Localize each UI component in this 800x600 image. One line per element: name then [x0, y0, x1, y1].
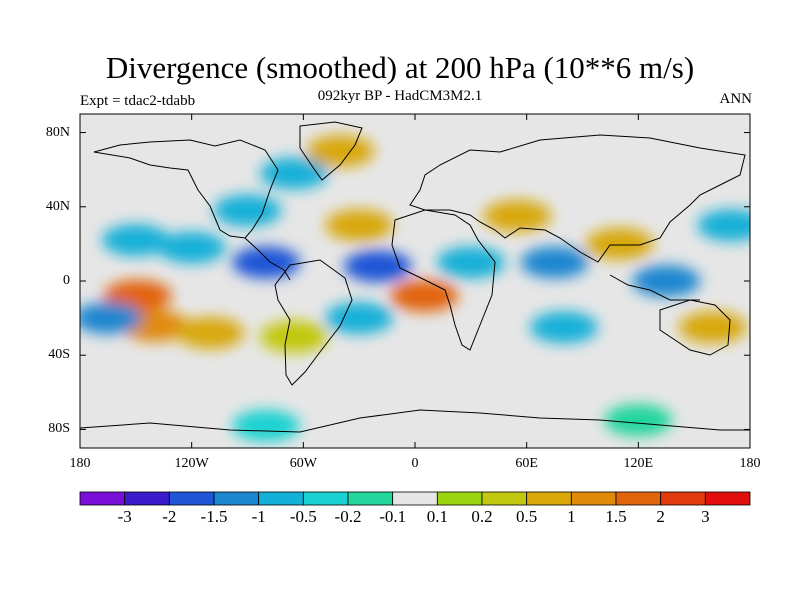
divergence-blob-19 [632, 265, 701, 297]
colorbar-swatch [302, 491, 349, 506]
plot-subtitle: 092kyr BP - HadCM3M2.1 [317, 88, 483, 104]
coastline-greenland [299, 121, 363, 181]
colorbar-swatch [168, 491, 215, 506]
coastline-australia [659, 299, 731, 356]
lat-label: 40S [48, 347, 70, 363]
lon-label: 180 [739, 456, 761, 471]
colorbar-label: 3 [701, 507, 710, 526]
coastline-europe-asia [409, 134, 746, 263]
lon-label: 60W [289, 456, 317, 471]
colorbar [79, 491, 751, 506]
divergence-blob-4 [157, 231, 226, 264]
divergence-blob-3 [176, 316, 245, 349]
coastline-south-america [274, 259, 353, 386]
colorbar-swatch [481, 491, 528, 506]
divergence-blob-7 [213, 194, 282, 227]
colorbar-label: -0.1 [379, 507, 407, 526]
colorbar-label: -1.5 [200, 507, 228, 526]
divergence-blob-24 [604, 404, 673, 437]
divergence-blob-16 [483, 200, 552, 233]
divergence-blob-13 [325, 302, 394, 335]
divergence-blob-5 [101, 224, 170, 257]
colorbar-swatch [660, 491, 706, 506]
lat-label: 80S [48, 421, 70, 437]
divergence-blob-11 [343, 250, 412, 283]
colorbar-swatch [124, 491, 170, 506]
divergence-blob-12 [390, 279, 459, 312]
colorbar-label: 1.5 [605, 507, 627, 526]
lon-label: 180 [69, 456, 91, 471]
divergence-blob-17 [520, 246, 589, 279]
colorbar-label: -0.5 [289, 507, 317, 526]
experiment-label: Expt = tdac2-tdabb [80, 93, 196, 109]
colorbar-label: 0.2 [471, 507, 493, 526]
divergence-blob-20 [697, 209, 750, 242]
divergence-blob-2 [80, 302, 142, 335]
colorbar-label: 0.1 [426, 507, 448, 526]
colorbar-swatch [392, 491, 438, 506]
colorbar-swatch [258, 491, 304, 506]
divergence-blob-15 [436, 246, 505, 279]
colorbar-swatch [570, 491, 617, 506]
coastline-africa [391, 209, 496, 351]
coastline-north-america [93, 139, 279, 239]
colorbar-swatch [79, 491, 126, 506]
divergence-blob-6 [232, 246, 301, 279]
colorbar-label: 2 [656, 507, 665, 526]
colorbar-swatch [526, 491, 572, 506]
colorbar-swatch [615, 491, 662, 506]
colorbar-label: -1 [251, 507, 266, 526]
axis-ticks [79, 114, 751, 448]
season-label: ANN [719, 91, 753, 107]
divergence-blob-23 [232, 409, 301, 442]
lat-label: 80N [45, 124, 70, 140]
colorbar-label: 0.5 [516, 507, 538, 526]
coastline-maritime [609, 274, 700, 301]
colorbar-label: 1 [567, 507, 576, 526]
divergence-blob-9 [306, 135, 375, 168]
divergence-blob-14 [260, 320, 329, 353]
colorbar-swatch [347, 491, 394, 506]
lon-label: 0 [411, 456, 419, 471]
lon-label: 60E [515, 456, 538, 471]
divergence-blob-10 [325, 209, 394, 242]
divergence-blob-21 [678, 311, 747, 344]
divergence-blob-18 [585, 227, 654, 260]
lat-label: 40N [45, 198, 70, 214]
coastlines [80, 121, 750, 433]
colorbar-label: -0.2 [334, 507, 362, 526]
lon-label: 120E [623, 456, 654, 471]
colorbar-label: -3 [117, 507, 132, 526]
divergence-blob-22 [529, 311, 598, 344]
colorbar-label: -2 [162, 507, 177, 526]
colorbar-swatch [213, 491, 260, 506]
coastline-central-america [244, 237, 291, 281]
colorbar-swatch [704, 491, 751, 506]
lat-label: 0 [63, 273, 70, 288]
lon-label: 120W [174, 456, 209, 471]
coastline-antarctica [80, 409, 750, 433]
plot-title: Divergence (smoothed) at 200 hPa (10**6 … [105, 50, 695, 85]
colorbar-swatch [436, 491, 483, 506]
